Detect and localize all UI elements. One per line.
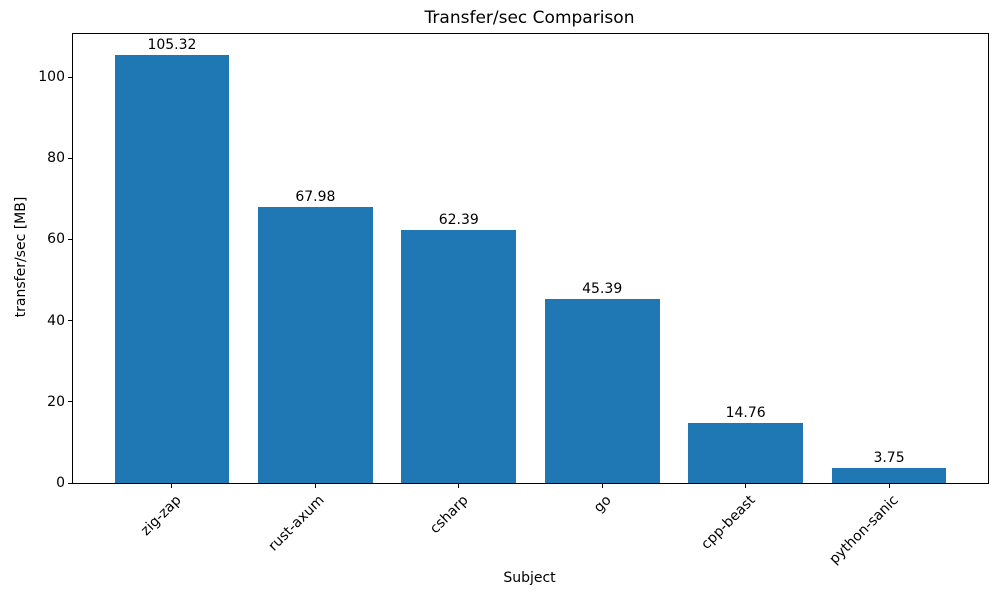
bar — [401, 229, 517, 483]
x-tick-label: zig-zap — [137, 492, 185, 539]
x-tick-mark — [745, 484, 747, 488]
bar — [688, 423, 803, 483]
x-tick-mark — [171, 484, 173, 488]
y-tick-mark — [68, 157, 72, 159]
bar-value-label: 67.98 — [295, 189, 336, 206]
x-tick-mark — [888, 484, 890, 488]
y-tick-label: 80 — [47, 150, 65, 167]
x-axis-label: Subject — [503, 570, 556, 586]
y-tick-mark — [68, 482, 72, 484]
y-tick-label: 20 — [47, 393, 65, 410]
x-tick-label: go — [591, 492, 615, 516]
bar — [544, 298, 660, 483]
y-tick-mark — [68, 238, 72, 240]
y-tick-mark — [68, 401, 72, 403]
bar — [258, 207, 373, 483]
x-tick-mark — [601, 484, 603, 488]
plot-area: 0 20 40 60 80 100 105.32 zig-zap 67.98 rust-axum 6… — [38, 33, 989, 568]
bar-value-label: 45.39 — [582, 280, 623, 297]
bar-value-label: 105.32 — [147, 37, 197, 54]
x-tick-mark — [314, 484, 316, 488]
y-axis-label: transfer/sec [MB] — [13, 196, 29, 318]
x-tick-mark — [458, 484, 460, 488]
x-tick-label: cpp-beast — [697, 492, 759, 553]
y-tick-mark — [68, 320, 72, 322]
y-tick-mark — [68, 76, 72, 78]
x-tick-label: python-sanic — [826, 492, 902, 568]
bar — [114, 55, 230, 483]
bar — [831, 467, 947, 483]
y-tick-label: 100 — [38, 69, 65, 86]
bar-value-label: 62.39 — [438, 211, 479, 228]
x-tick-label: csharp — [426, 492, 472, 537]
bar-value-label: 3.75 — [873, 449, 905, 466]
x-tick-label: rust-axum — [265, 492, 328, 555]
y-tick-label: 60 — [47, 231, 65, 248]
bar-value-label: 14.76 — [725, 405, 766, 422]
chart-title: Transfer/sec Comparison — [424, 8, 635, 28]
y-tick-label: 0 — [56, 475, 65, 491]
y-tick-label: 40 — [47, 312, 65, 329]
